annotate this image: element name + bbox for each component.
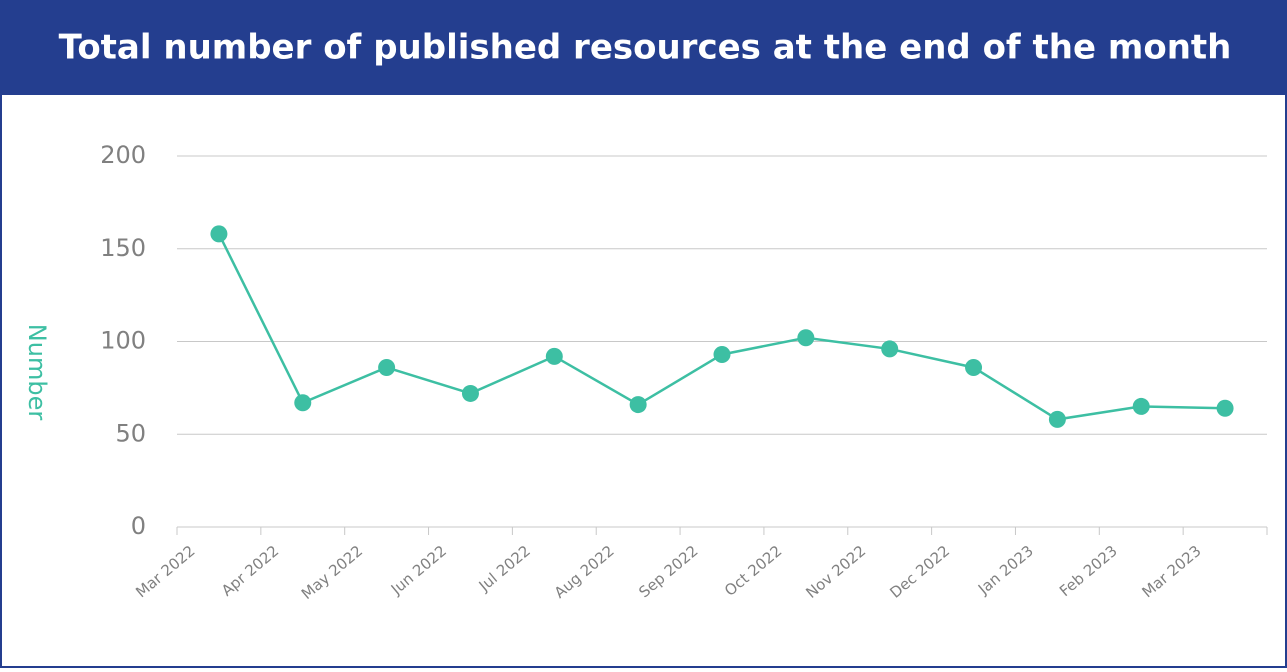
- point: [294, 394, 312, 412]
- y-tick-label: 150: [100, 234, 146, 262]
- y-tick-label: 0: [131, 512, 146, 540]
- y-tick-label: 100: [100, 327, 146, 355]
- point: [1048, 410, 1066, 428]
- point: [965, 358, 983, 376]
- title-banner: [0, 0, 1287, 95]
- point: [1132, 397, 1150, 415]
- y-tick-label: 200: [100, 141, 146, 169]
- point: [881, 340, 899, 358]
- point: [713, 345, 731, 363]
- point: [378, 358, 396, 376]
- point: [797, 329, 815, 347]
- y-axis-label: Number: [23, 324, 51, 421]
- point: [1216, 399, 1234, 417]
- point: [210, 225, 228, 243]
- y-tick-label: 50: [115, 419, 146, 447]
- point: [545, 347, 563, 365]
- point: [461, 384, 479, 402]
- point: [629, 396, 647, 414]
- chart-title: Total number of published resources at t…: [59, 28, 1232, 68]
